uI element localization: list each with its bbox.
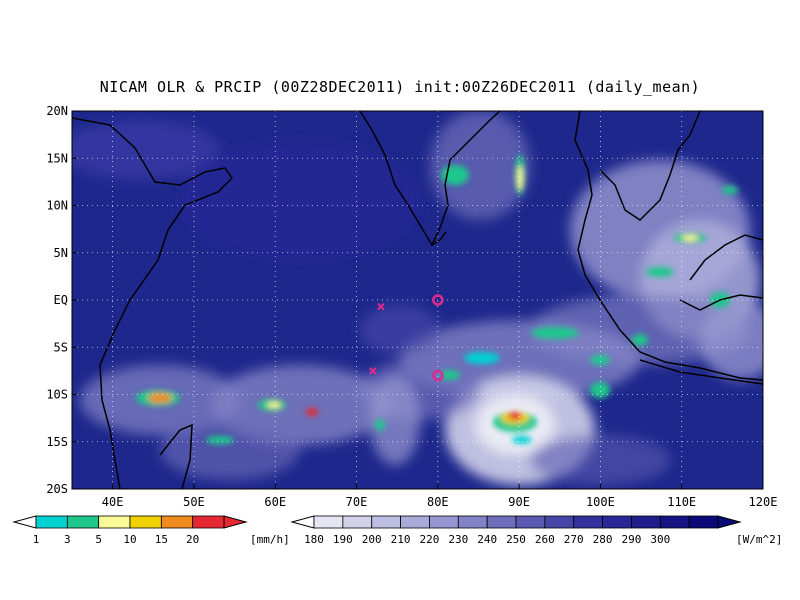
legend-label: 200 bbox=[362, 533, 382, 546]
legend-label: 180 bbox=[304, 533, 324, 546]
legend-label: 15 bbox=[155, 533, 168, 546]
lon-tick-label: 90E bbox=[508, 495, 530, 509]
coastlines bbox=[72, 111, 763, 489]
legend-label: 5 bbox=[95, 533, 102, 546]
legend-label: 20 bbox=[186, 533, 199, 546]
legend-arrow-left bbox=[12, 515, 37, 529]
legend-swatch bbox=[573, 515, 603, 529]
legend-label: 230 bbox=[448, 533, 468, 546]
legend-label: 280 bbox=[593, 533, 613, 546]
legend-label: 220 bbox=[419, 533, 439, 546]
x-marker bbox=[369, 367, 377, 375]
map-field bbox=[72, 111, 763, 489]
lat-tick-label: 15N bbox=[46, 151, 68, 165]
legend-swatch bbox=[342, 515, 373, 529]
lat-tick-label: 20S bbox=[46, 482, 68, 496]
lat-tick-label: 10N bbox=[46, 199, 68, 213]
legend-swatch bbox=[160, 515, 194, 529]
circle-marker bbox=[432, 294, 444, 306]
lat-axis: 20N 15N 10N 5N EQ 5S 10S 15S 20S bbox=[46, 104, 77, 496]
legend-swatch bbox=[400, 515, 430, 529]
legend-arrow-left bbox=[290, 515, 315, 529]
legend-arrow-right bbox=[717, 515, 742, 529]
x-marker bbox=[377, 302, 385, 311]
legend-swatch bbox=[313, 515, 344, 529]
lon-tick-label: 40E bbox=[102, 495, 124, 509]
legend-label: 260 bbox=[535, 533, 555, 546]
storm-markers bbox=[369, 294, 444, 382]
legend-swatch bbox=[429, 515, 459, 529]
legend-swatch bbox=[98, 515, 131, 529]
legend-swatch bbox=[602, 515, 632, 529]
legend-swatch bbox=[688, 515, 719, 529]
legend-label: 10 bbox=[123, 533, 136, 546]
lat-tick-label: 5S bbox=[54, 340, 68, 354]
lat-tick-label: EQ bbox=[54, 293, 68, 307]
lon-tick-label: 120E bbox=[749, 495, 778, 509]
lat-tick-label: 20N bbox=[46, 104, 68, 118]
precip-patches bbox=[136, 155, 738, 444]
legend-label: 250 bbox=[506, 533, 526, 546]
legend-swatch bbox=[515, 515, 546, 529]
lon-axis: 40E 50E 60E 70E 80E 90E 100E 110E 120E bbox=[102, 484, 778, 509]
legend-label: 270 bbox=[564, 533, 584, 546]
lat-tick-label: 5N bbox=[54, 246, 68, 260]
legend-label: 3 bbox=[64, 533, 71, 546]
legend-swatch bbox=[129, 515, 162, 529]
olr-legend: 180 190 200 210 220 230 240 250 260 270 280 290 300 [… bbox=[290, 515, 782, 546]
lon-tick-label: 60E bbox=[264, 495, 286, 509]
precip-legend: 1 3 5 10 15 20 [mm/h] bbox=[12, 515, 290, 546]
circle-marker bbox=[432, 369, 444, 382]
legend-swatch bbox=[66, 515, 100, 529]
legend-label: 190 bbox=[333, 533, 353, 546]
olr-unit: [W/m^2] bbox=[736, 533, 782, 546]
lat-lon-grid bbox=[72, 111, 763, 489]
legend-swatch bbox=[659, 515, 690, 529]
lon-tick-label: 80E bbox=[427, 495, 449, 509]
lon-tick-label: 50E bbox=[183, 495, 205, 509]
legend-label: 1 bbox=[33, 533, 40, 546]
legend-swatch bbox=[457, 515, 488, 529]
legend-label: 290 bbox=[621, 533, 641, 546]
map-title: NICAM OLR & PRCIP (00Z28DEC2011) init:00… bbox=[99, 78, 701, 96]
olr-cloud-field bbox=[72, 111, 763, 485]
legend-swatch bbox=[486, 515, 517, 529]
lon-tick-label: 100E bbox=[586, 495, 615, 509]
lat-tick-label: 15S bbox=[46, 435, 68, 449]
legend-arrow-right bbox=[223, 515, 248, 529]
legend-label: 210 bbox=[391, 533, 411, 546]
legend-swatch bbox=[371, 515, 401, 529]
legend-label: 240 bbox=[477, 533, 497, 546]
legend-swatch bbox=[631, 515, 661, 529]
lon-tick-label: 70E bbox=[346, 495, 368, 509]
precip-unit: [mm/h] bbox=[250, 533, 290, 546]
legend-label: 300 bbox=[650, 533, 670, 546]
legend-swatch bbox=[544, 515, 575, 529]
lon-tick-label: 110E bbox=[667, 495, 696, 509]
legend-swatch bbox=[35, 515, 68, 529]
legend-swatch bbox=[192, 515, 225, 529]
lat-tick-label: 10S bbox=[46, 388, 68, 402]
